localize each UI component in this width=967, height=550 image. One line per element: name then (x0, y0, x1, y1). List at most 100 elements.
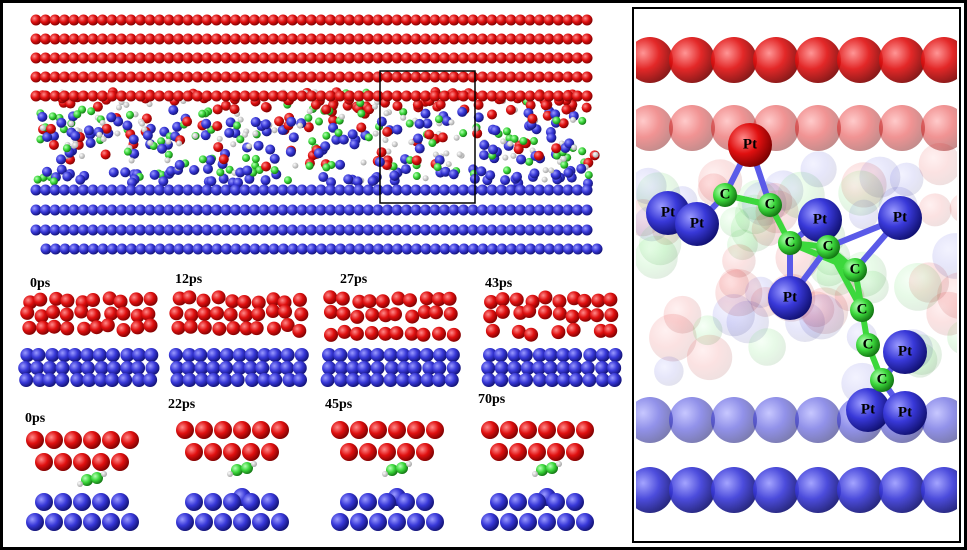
atom (306, 71, 317, 83)
atom (515, 224, 526, 236)
atom (443, 150, 450, 157)
atom (591, 293, 606, 308)
atom (105, 348, 120, 362)
atom (429, 224, 441, 236)
atom (239, 71, 251, 83)
atom (433, 163, 442, 172)
atom (458, 90, 469, 102)
atom (78, 71, 89, 83)
atom (202, 243, 213, 255)
atom (42, 361, 57, 375)
atom (467, 90, 479, 102)
atom (296, 33, 308, 45)
atom (280, 361, 295, 375)
atom (249, 52, 260, 64)
atom (154, 243, 166, 255)
atom (144, 14, 156, 26)
atom (80, 361, 95, 375)
atom (62, 171, 73, 182)
atom (509, 493, 527, 511)
atom (306, 14, 317, 26)
atom (363, 243, 375, 255)
atom (350, 513, 368, 531)
atom (73, 493, 91, 511)
atom (669, 397, 715, 443)
atom (429, 90, 441, 102)
atom (477, 90, 488, 102)
atom (265, 304, 280, 319)
atom (338, 134, 349, 145)
atom (485, 323, 500, 338)
atom (357, 373, 372, 387)
atom (420, 33, 431, 45)
atom (87, 107, 96, 116)
atom (120, 167, 131, 178)
atom (268, 184, 279, 196)
atom (353, 204, 365, 216)
atom (220, 14, 232, 26)
atom (364, 326, 379, 341)
atom (268, 224, 279, 236)
atom (87, 204, 99, 216)
atom (20, 305, 35, 320)
atom (408, 139, 415, 146)
atom (185, 493, 203, 511)
atom (219, 348, 234, 362)
atom (72, 142, 79, 149)
c-label: C (850, 261, 861, 277)
atom (168, 348, 183, 362)
atom (576, 513, 594, 531)
atom (218, 154, 229, 165)
atom (277, 14, 289, 26)
atom (260, 119, 271, 130)
atom (524, 184, 536, 196)
atom (123, 147, 132, 156)
atom (86, 293, 101, 308)
atom (519, 513, 537, 531)
atom (294, 307, 309, 322)
atom (389, 170, 400, 181)
atom (230, 14, 241, 26)
atom (334, 14, 346, 26)
atom (557, 421, 575, 439)
atom (135, 14, 146, 26)
atom (242, 165, 253, 176)
atom (568, 348, 583, 362)
atom (174, 159, 185, 170)
atom (30, 33, 42, 45)
atom (396, 373, 411, 387)
atom (87, 14, 99, 26)
atom (486, 14, 498, 26)
atom (106, 184, 118, 196)
atom (315, 184, 327, 196)
atom (534, 52, 545, 64)
atom (239, 90, 251, 102)
atom (483, 309, 498, 324)
atom (401, 71, 412, 83)
atom (331, 421, 349, 439)
atom (277, 33, 289, 45)
atom (372, 14, 384, 26)
atom (87, 71, 99, 83)
atom (102, 431, 120, 449)
atom (211, 224, 222, 236)
atom (252, 421, 270, 439)
atom (382, 33, 393, 45)
atom (405, 119, 414, 128)
atom (459, 129, 468, 138)
atom (434, 155, 445, 166)
atom (505, 52, 517, 64)
atom (383, 348, 398, 362)
atom (144, 348, 159, 362)
atom (401, 52, 412, 64)
atom (383, 110, 390, 117)
c-label: C (823, 238, 834, 254)
atom (534, 224, 545, 236)
atom (45, 123, 56, 134)
atom (439, 243, 451, 255)
atom (280, 348, 295, 362)
atom (502, 127, 511, 136)
atom (296, 52, 308, 64)
atom (439, 224, 450, 236)
atom (524, 52, 536, 64)
